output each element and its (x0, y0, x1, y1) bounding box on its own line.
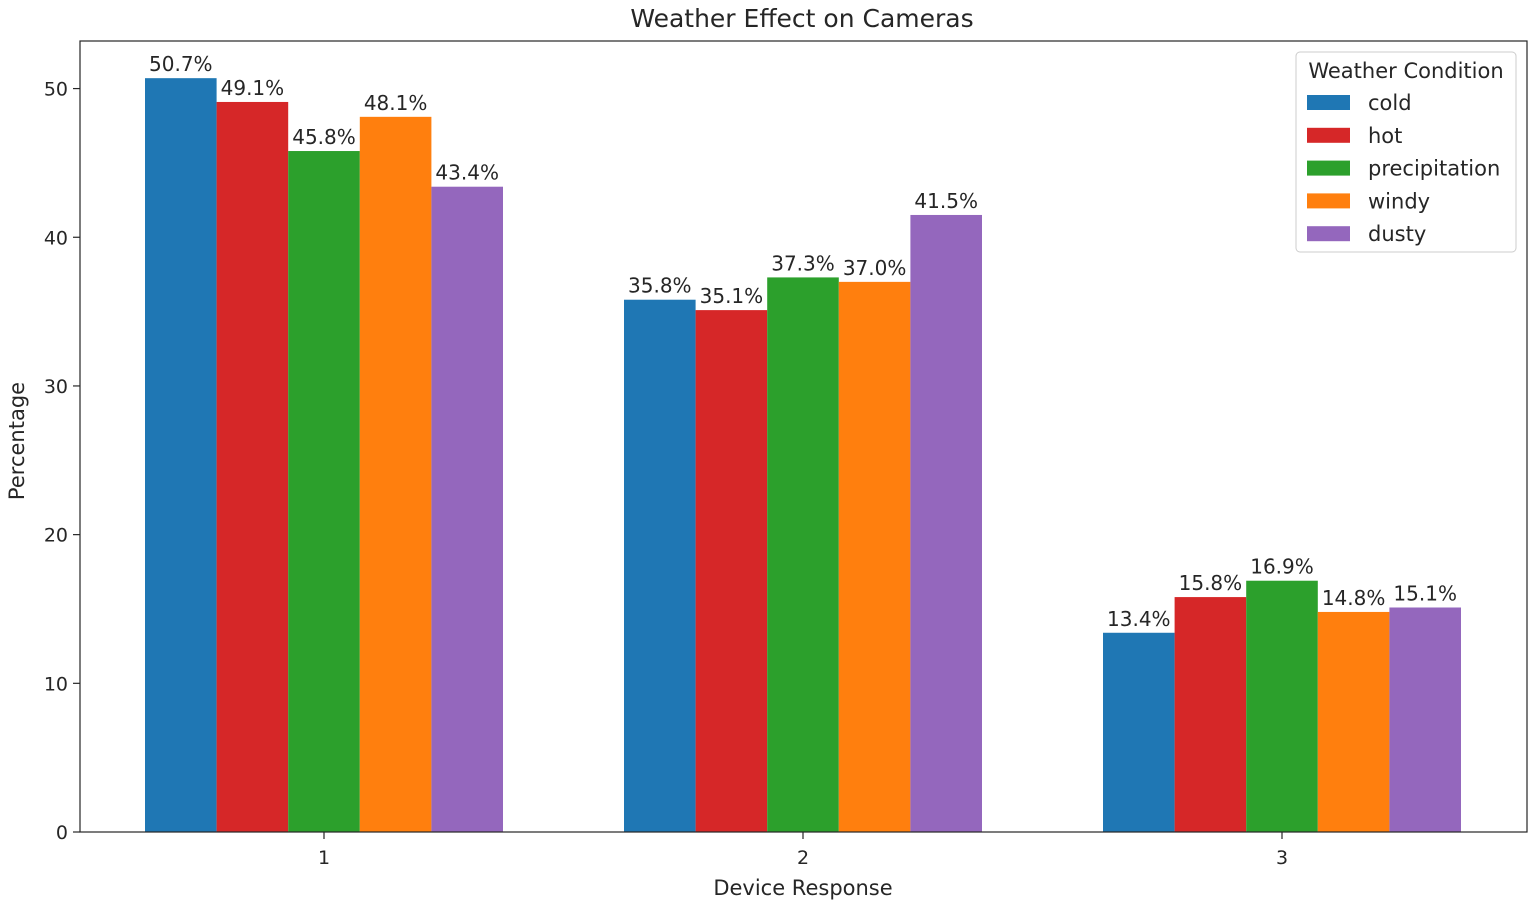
bar-dusty-2 (910, 214, 982, 832)
data-label-hot-1: 49.1% (221, 76, 285, 100)
x-tick-label: 1 (318, 847, 330, 869)
legend-item-windy: windy (1307, 189, 1430, 213)
legend-item-cold: cold (1307, 91, 1412, 115)
data-label-precipitation-1: 45.8% (292, 125, 356, 149)
legend-label-cold: cold (1368, 91, 1412, 115)
legend-swatch-windy (1307, 193, 1350, 209)
bar-precipitation-2 (767, 277, 839, 832)
legend: Weather Condition cold hot precipitation wi… (1295, 51, 1517, 253)
legend-swatch-hot (1307, 127, 1350, 143)
y-axis-label: Percentage (5, 382, 29, 500)
legend-swatch-cold (1307, 95, 1350, 110)
bar-cold-1 (145, 78, 217, 833)
legend-item-precipitation: precipitation (1307, 157, 1500, 181)
bars-layer (145, 78, 1461, 833)
bar-windy-3 (1317, 611, 1390, 832)
bar-hot-1 (216, 101, 289, 832)
data-label-cold-3: 13.4% (1107, 607, 1171, 631)
data-label-precipitation-3: 16.9% (1250, 555, 1314, 579)
data-label-windy-1: 48.1% (364, 91, 428, 115)
bar-dusty-3 (1389, 607, 1461, 832)
y-tick-label: 0 (56, 822, 68, 844)
chart-title: Weather Effect on Cameras (630, 4, 973, 33)
legend-item-dusty: dusty (1307, 222, 1426, 246)
legend-items: cold hot precipitation windy dusty (1307, 91, 1500, 246)
x-tick-label: 2 (797, 847, 809, 869)
x-axis-label: Device Response (713, 876, 892, 900)
legend-swatch-precipitation (1307, 160, 1350, 176)
bar-windy-2 (838, 281, 911, 832)
data-label-windy-3: 14.8% (1322, 586, 1386, 610)
data-label-hot-3: 15.8% (1179, 571, 1243, 595)
bar-precipitation-3 (1246, 580, 1318, 832)
legend-label-hot: hot (1368, 124, 1402, 148)
legend-label-dusty: dusty (1368, 222, 1426, 246)
bar-precipitation-1 (288, 151, 360, 832)
data-label-dusty-2: 41.5% (914, 189, 978, 213)
legend-box (1295, 51, 1517, 253)
legend-label-precipitation: precipitation (1368, 157, 1500, 181)
data-label-cold-2: 35.8% (628, 274, 692, 298)
bar-cold-3 (1103, 632, 1175, 832)
x-axis: 1 2 3 (318, 832, 1288, 869)
bar-hot-2 (695, 310, 768, 832)
bar-cold-2 (624, 299, 696, 833)
bar-dusty-1 (431, 186, 503, 832)
data-label-hot-2: 35.1% (700, 284, 764, 308)
bar-hot-3 (1174, 597, 1247, 832)
y-tick-label: 10 (44, 673, 68, 695)
bar-windy-1 (359, 116, 432, 832)
x-tick-label: 3 (1276, 847, 1288, 869)
legend-label-windy: windy (1368, 189, 1430, 213)
y-tick-label: 50 (44, 79, 68, 101)
legend-title: Weather Condition (1308, 59, 1503, 83)
data-label-cold-1: 50.7% (149, 52, 213, 76)
y-tick-label: 40 (44, 227, 68, 249)
y-tick-label: 20 (44, 525, 68, 547)
data-label-dusty-1: 43.4% (435, 161, 499, 185)
data-label-precipitation-2: 37.3% (771, 251, 835, 275)
y-axis: 0 10 20 30 40 50 (44, 79, 80, 844)
data-label-dusty-3: 15.1% (1393, 581, 1457, 605)
legend-swatch-dusty (1307, 226, 1350, 242)
legend-item-hot: hot (1307, 124, 1402, 148)
data-labels-layer: 50.7% 35.8% 13.4% 49.1% 35.1% 15.8% 45.8% 37.3%… (149, 52, 1457, 631)
y-tick-label: 30 (44, 376, 68, 398)
data-label-windy-2: 37.0% (843, 256, 907, 280)
